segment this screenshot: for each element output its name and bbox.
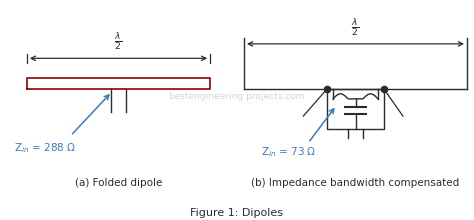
Text: Figure 1: Dipoles: Figure 1: Dipoles xyxy=(191,208,283,218)
Text: Z$_{in}$ = 73 Ω: Z$_{in}$ = 73 Ω xyxy=(261,145,316,159)
Text: Z$_{in}$ = 288 Ω: Z$_{in}$ = 288 Ω xyxy=(14,142,76,155)
Text: bestengineering projects.com: bestengineering projects.com xyxy=(169,92,305,101)
Text: (b) Impedance bandwidth compensated: (b) Impedance bandwidth compensated xyxy=(251,178,460,188)
Text: (a) Folded dipole: (a) Folded dipole xyxy=(75,178,162,188)
Text: $\frac{\lambda}{2}$: $\frac{\lambda}{2}$ xyxy=(351,17,360,38)
Text: $\frac{\lambda}{2}$: $\frac{\lambda}{2}$ xyxy=(114,31,123,52)
